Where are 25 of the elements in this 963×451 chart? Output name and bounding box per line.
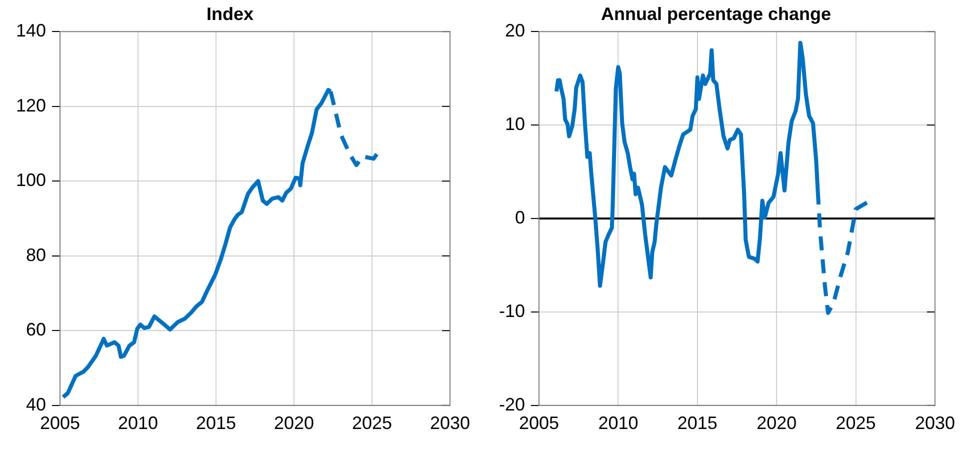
y-tick-label: 20 [504, 20, 526, 41]
y-tick-label: 100 [16, 170, 46, 190]
y-tick-label: 80 [26, 244, 46, 265]
x-tick-label: 2020 [274, 413, 314, 434]
y-tick-label: 0 [515, 207, 526, 228]
y-tick-label: -10 [499, 300, 526, 321]
chart-title: Annual percentage change [600, 4, 832, 24]
chart-title: Index [206, 4, 254, 24]
x-tick-label: 2010 [118, 413, 158, 434]
x-tick-label: 2010 [598, 413, 638, 434]
y-tick-label: -20 [499, 394, 526, 414]
x-tick-label: 2020 [756, 413, 797, 434]
x-tick-label: 2025 [352, 413, 392, 434]
x-tick-label: 2025 [836, 413, 876, 434]
x-tick-label: 2015 [196, 413, 236, 434]
y-tick-label: 120 [16, 95, 46, 116]
x-tick-label: 2030 [914, 413, 955, 434]
y-tick-label: 40 [26, 394, 46, 414]
y-tick-label: 140 [16, 20, 46, 41]
y-tick-label: 60 [26, 320, 46, 340]
x-tick-label: 2005 [518, 413, 560, 434]
y-tick-label: 10 [504, 114, 526, 134]
x-tick-label: 2015 [677, 413, 718, 434]
x-tick-label: 2030 [430, 413, 470, 434]
x-tick-label: 2005 [40, 413, 80, 434]
